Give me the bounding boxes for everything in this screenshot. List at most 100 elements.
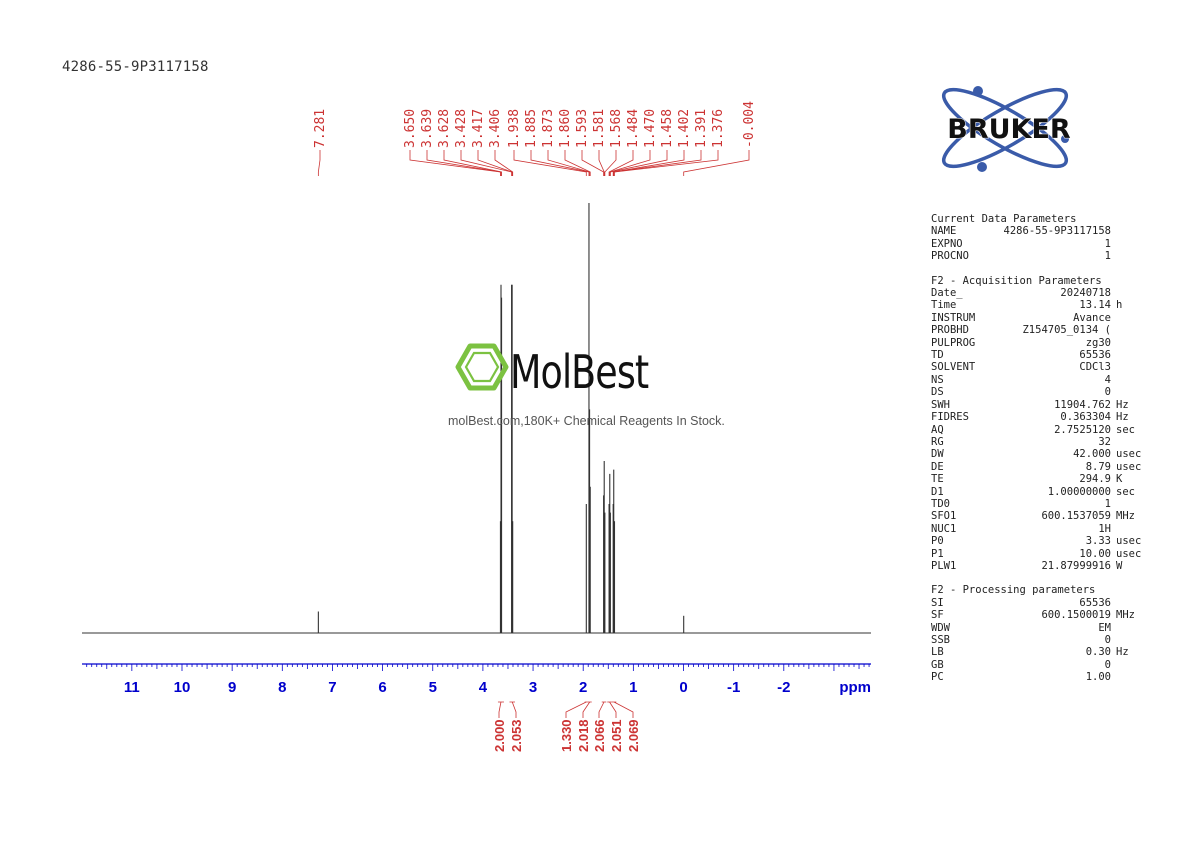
param-row: AQ 2.7525120 sec	[931, 424, 1146, 436]
param-key: SF	[931, 609, 944, 622]
param-unit: sec	[1116, 423, 1135, 436]
param-key: SOLVENT	[931, 361, 976, 374]
param-row: PULPROG zg30	[931, 337, 1146, 349]
param-key: D1	[931, 485, 944, 498]
integral-label: 2.069	[626, 719, 641, 752]
param-row: INSTRUM Avance	[931, 312, 1146, 324]
integral-label: 1.330	[559, 719, 574, 752]
peak-label-item: 1.885	[524, 109, 590, 176]
param-value: 0	[1104, 386, 1111, 399]
param-unit: Hz	[1116, 646, 1129, 659]
param-unit	[1111, 523, 1146, 535]
param-unit: sec	[1116, 485, 1135, 498]
peak-label-item: 1.484	[608, 109, 641, 176]
peak-label: 1.484	[626, 109, 641, 148]
param-unit	[1111, 597, 1146, 609]
param-row: SOLVENT CDCl3	[931, 361, 1146, 373]
peak-leader-line	[612, 150, 685, 176]
peak-label-item: 1.402	[612, 109, 692, 176]
param-value: 42.000	[1073, 448, 1111, 461]
param-key: Date_	[931, 287, 963, 300]
peak-label-item: 3.650	[403, 109, 501, 176]
x-tick-label: 8	[278, 679, 286, 696]
integral-label: 2.053	[509, 719, 524, 752]
peak-label: 1.860	[558, 109, 573, 148]
peak-label: 3.639	[420, 109, 435, 148]
param-row: RG 32	[931, 436, 1146, 448]
param-unit	[1111, 287, 1146, 299]
x-axis: 11 10 9 8 7 6 5 4 3 2 1 0 -1 -2 ppm	[82, 663, 871, 696]
param-key: DW	[931, 448, 944, 461]
param-value: 21.87999916	[1041, 559, 1111, 572]
integral-bracket	[565, 701, 588, 718]
param-key: EXPNO	[931, 237, 963, 250]
param-section-gap	[931, 263, 1146, 275]
peak-label: 1.885	[524, 109, 539, 148]
param-value: EM	[1098, 621, 1111, 634]
peak-label: 1.938	[507, 109, 522, 148]
param-row: TE 294.9 K	[931, 473, 1146, 485]
param-value: 65536	[1079, 349, 1111, 362]
peak-label: 7.281	[313, 109, 328, 148]
peak-leader-line	[494, 150, 514, 176]
param-row: Date_ 20240718	[931, 287, 1146, 299]
peak-label-item: 3.417	[471, 109, 513, 176]
param-value: 1	[1104, 250, 1111, 263]
peak-label-item: 1.470	[609, 109, 658, 176]
param-unit: usec	[1116, 547, 1142, 560]
param-unit: W	[1116, 559, 1123, 572]
param-value: Z154705_0134 (	[1022, 324, 1111, 337]
param-row: NS 4	[931, 374, 1146, 386]
param-key: P1	[931, 547, 944, 560]
param-unit	[1111, 634, 1146, 646]
integral-item: 2.053	[509, 701, 524, 752]
param-unit	[1111, 671, 1146, 683]
param-unit: h	[1116, 299, 1123, 312]
peak-label-item: 1.458	[609, 109, 675, 176]
param-row: SFO1 600.1537059 MHz	[931, 510, 1146, 522]
param-unit: MHz	[1116, 510, 1135, 523]
param-unit: K	[1116, 473, 1123, 486]
peak-label-item: 1.860	[558, 109, 591, 176]
bruker-logo-text: BRUKER	[947, 114, 1071, 145]
param-unit: Hz	[1116, 411, 1129, 424]
peak-label-item: 3.428	[454, 109, 512, 176]
peak-leader-line	[530, 150, 590, 176]
param-key: SSB	[931, 634, 950, 646]
param-unit	[1111, 361, 1146, 373]
param-key: NAME	[931, 225, 957, 238]
integral-item: 2.066	[592, 701, 607, 752]
param-key: SI	[931, 596, 944, 609]
peak-leader-line	[443, 150, 502, 176]
param-value: 1.00000000	[1047, 485, 1111, 498]
peak-leader-line	[609, 150, 651, 176]
x-tick-label: 9	[228, 679, 236, 696]
peak-leader-line	[598, 150, 605, 176]
param-key: PULPROG	[931, 336, 976, 349]
integral-bracket	[509, 701, 517, 718]
param-value: 4286-55-9P3117158	[1003, 225, 1111, 238]
param-unit	[1111, 498, 1146, 510]
param-value: 0.363304	[1060, 411, 1111, 424]
param-value: 20240718	[1060, 287, 1111, 300]
param-row: P1 10.00 usec	[931, 548, 1146, 560]
param-row: PROBHD Z154705_0134 (	[931, 324, 1146, 336]
x-axis-label: ppm	[839, 679, 871, 696]
molbest-tagline: molBest.com,180K+ Chemical Reagents In S…	[448, 414, 725, 428]
param-row: TD0 1	[931, 498, 1146, 510]
param-row: EXPNO 1	[931, 238, 1146, 250]
param-unit	[1111, 436, 1146, 448]
param-key: PROCNO	[931, 250, 969, 263]
param-row: LB 0.30 Hz	[931, 646, 1146, 658]
x-tick-label: 5	[429, 679, 437, 696]
param-unit	[1111, 324, 1146, 336]
integral-item: 2.051	[607, 701, 624, 752]
param-key: TD0	[931, 497, 950, 510]
param-row: P0 3.33 usec	[931, 535, 1146, 547]
param-key: GB	[931, 658, 944, 671]
peak-label-item: 3.406	[488, 109, 514, 176]
param-value: 4	[1104, 373, 1111, 386]
param-unit	[1111, 349, 1146, 361]
peak-label: 3.628	[437, 109, 452, 148]
param-section-gap	[931, 572, 1146, 584]
